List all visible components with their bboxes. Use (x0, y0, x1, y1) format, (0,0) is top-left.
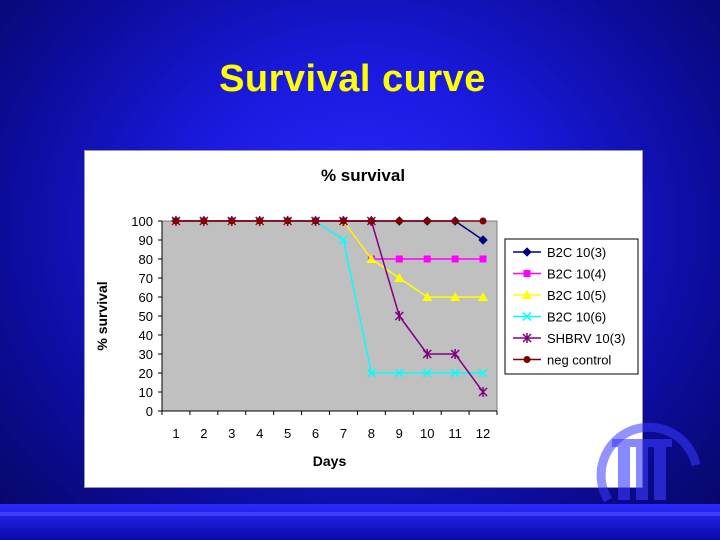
x-tick-label: 12 (476, 426, 490, 441)
legend-entry: neg control (547, 353, 611, 368)
legend-swatch-marker (523, 270, 531, 277)
series-6-point (423, 217, 431, 225)
x-tick-label: 1 (172, 426, 179, 441)
series-1-point (478, 235, 488, 245)
series-6-point (172, 217, 180, 225)
y-tick-label: 80 (139, 252, 153, 267)
series-6-point (228, 217, 236, 225)
series-6-point (479, 217, 487, 225)
series-6-point (312, 217, 320, 225)
y-tick-label: 40 (139, 328, 153, 343)
series-6-point (367, 217, 375, 225)
y-tick-label: 50 (139, 309, 153, 324)
series-6-point (256, 217, 264, 225)
series-5-point (478, 387, 488, 397)
y-tick-label: 0 (146, 404, 153, 419)
footer-band-line (0, 512, 720, 516)
legend-entry: B2C 10(4) (547, 267, 606, 282)
plot-area (161, 220, 498, 412)
slide-title: Survival curve (219, 58, 486, 100)
footer-band (0, 504, 720, 540)
x-tick-label: 4 (256, 426, 263, 441)
series-4-point (366, 368, 376, 378)
series-3-point (422, 292, 433, 301)
legend-swatch-marker (523, 356, 531, 363)
series-4-point (450, 368, 460, 378)
legend-entry: B2C 10(5) (547, 288, 606, 303)
y-tick-label: 20 (139, 366, 153, 381)
series-2-point (395, 255, 403, 263)
series-4-point (338, 235, 348, 245)
y-tick-label: 100 (131, 214, 153, 229)
legend-swatch-marker (522, 247, 532, 257)
y-tick-label: 70 (139, 271, 153, 286)
logo-emblem-icon (596, 422, 701, 503)
x-tick-label: 7 (340, 426, 347, 441)
series-4-point (422, 368, 432, 378)
legend-swatch-marker (522, 290, 532, 299)
chart-title: % survival (321, 166, 405, 185)
series-2-point (479, 255, 487, 263)
x-tick-label: 3 (228, 426, 235, 441)
series-6-point (339, 217, 347, 225)
series-2-point (451, 255, 459, 263)
series-3-point (366, 254, 377, 263)
series-6-point (284, 217, 292, 225)
x-tick-label: 2 (200, 426, 207, 441)
x-tick-label: 9 (396, 426, 403, 441)
series-6-point (451, 217, 459, 225)
y-tick-label: 30 (139, 347, 153, 362)
y-axis-label: % survival (94, 281, 110, 350)
x-tick-label: 6 (312, 426, 319, 441)
x-tick-label: 5 (284, 426, 291, 441)
series-4-point (478, 368, 488, 378)
y-tick-label: 60 (139, 290, 153, 305)
y-tick-label: 10 (139, 385, 153, 400)
series-3-point (394, 273, 405, 282)
legend-swatch-marker (522, 333, 532, 343)
legend-box (504, 238, 639, 375)
x-tick-label: 10 (420, 426, 434, 441)
chart-panel: % survival 0 10 20 30 40 50 60 70 80 90 100 1 2 3 4 5 6 7 8… (84, 150, 643, 488)
series-5-point (450, 349, 460, 359)
series-6-point (395, 217, 403, 225)
x-tick-label: 8 (368, 426, 375, 441)
series-6-point (200, 217, 208, 225)
series-4-point (394, 368, 404, 378)
series-5-point (422, 349, 432, 359)
x-axis-label: Days (313, 453, 347, 469)
legend-entry: B2C 10(6) (547, 310, 606, 325)
series-2-point (423, 255, 431, 263)
legend-entry: B2C 10(3) (547, 245, 606, 260)
series-3-point (450, 292, 461, 301)
y-tick-label: 90 (139, 233, 153, 248)
series-3-point (478, 292, 489, 301)
x-tick-label: 11 (448, 426, 462, 441)
legend-entry: SHBRV 10(3) (547, 331, 626, 346)
legend-swatch-marker (522, 311, 532, 322)
series-5-point (394, 311, 404, 321)
